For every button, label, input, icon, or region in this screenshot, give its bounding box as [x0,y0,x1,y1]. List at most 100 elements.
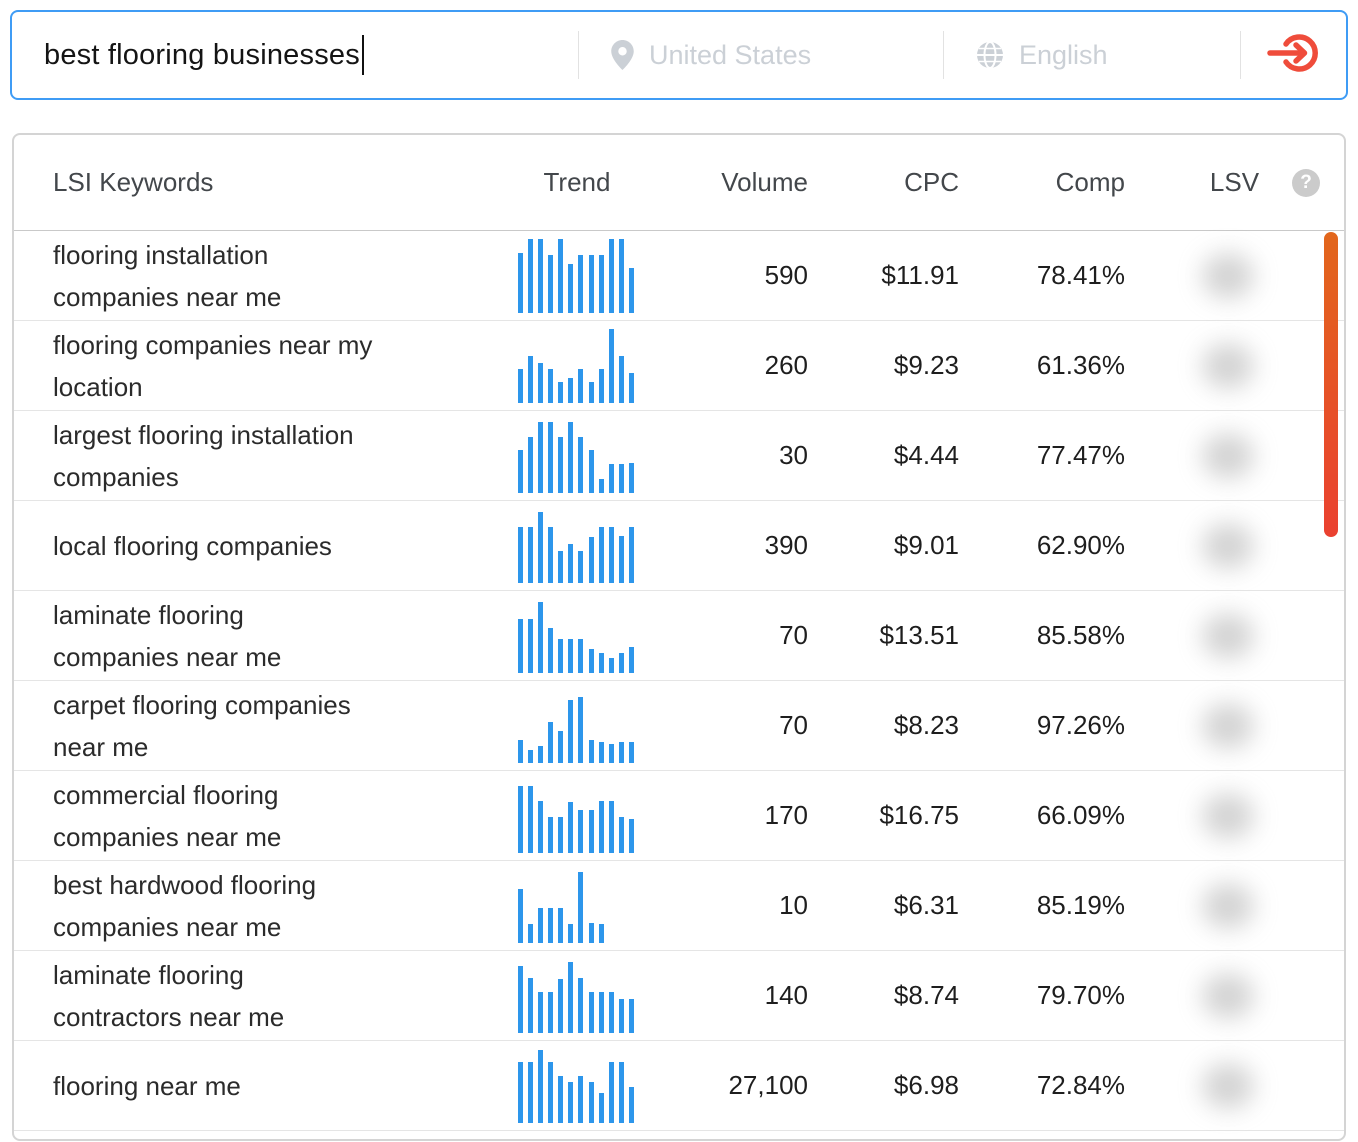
trend-bar [608,464,614,493]
table-row[interactable]: laminate flooring contractors near me 14… [14,951,1344,1041]
trend-sparkline [518,238,634,313]
volume-value: 390 [764,530,808,560]
trend-bar [608,991,614,1033]
trend-bar [528,437,534,493]
lsv-blurred-value [1201,522,1254,569]
keyword-label: carpet flooring companies near me [53,689,351,762]
column-header-keywords: LSI Keywords [53,167,214,197]
volume-value: 30 [779,440,808,470]
trend-sparkline [518,869,634,943]
trend-bar [568,264,574,313]
trend-bar [568,378,574,403]
trend-bar [578,551,584,583]
language-selector[interactable]: English [944,12,1240,98]
trend-bar [578,254,584,313]
cpc-value: $9.01 [893,530,959,560]
trend-bar [588,450,594,493]
trend-bar [518,785,523,853]
trend-bar [618,1061,624,1123]
comp-value: 72.84% [1036,1070,1125,1100]
volume-value: 590 [764,260,808,290]
volume-value: 70 [779,620,808,650]
question-mark-icon[interactable]: ? [1292,168,1320,197]
table-header-row: LSI Keywords Trend Volume CPC Comp LSV ? [14,135,1344,231]
search-input[interactable]: best flooring businesses [12,12,578,98]
trend-bar [598,652,604,673]
trend-bar [608,527,614,583]
trend-bar [548,816,554,853]
keyword-label: local flooring companies [53,530,332,561]
search-query-text: best flooring businesses [44,38,360,71]
trend-bar [578,369,584,403]
cpc-value: $4.44 [893,440,959,470]
comp-value: 85.58% [1036,620,1125,650]
trend-bar [558,731,564,763]
trend-bar [618,535,624,583]
trend-bar [618,238,624,313]
divider [578,31,579,79]
location-selector[interactable]: United States [579,12,943,98]
table-row[interactable]: flooring companies near my location 260 … [14,321,1344,411]
search-submit-button[interactable] [1241,12,1346,98]
trend-bar [628,646,634,673]
scrollbar-thumb[interactable] [1324,232,1338,537]
trend-bar [518,1061,523,1123]
column-header-comp: Comp [1055,167,1125,197]
globe-icon [976,41,1004,69]
comp-value: 66.09% [1036,800,1125,830]
trend-bar [528,785,534,853]
cpc-value: $11.91 [881,260,959,290]
comp-value: 85.19% [1036,890,1125,920]
lsv-blurred-value [1201,1062,1254,1109]
trend-bar [598,479,604,493]
trend-sparkline [518,328,634,403]
table-row[interactable]: largest flooring installation companies … [14,411,1344,501]
trend-bar [558,238,564,313]
location-pin-icon [611,40,634,70]
divider [1240,31,1241,79]
trend-bar [518,527,523,583]
table-row[interactable]: best hardwood flooring companies near me… [14,861,1344,951]
table-row[interactable]: flooring near me 27,100 $6.98 72.84% [14,1041,1344,1131]
trend-bar [618,464,624,493]
trend-bar [558,381,564,403]
trend-sparkline [518,779,634,853]
language-placeholder: English [1019,39,1108,70]
lsv-blurred-value [1201,702,1254,749]
table-row[interactable]: laminate flooring companies near me 70 $… [14,591,1344,681]
table-row[interactable]: carpet flooring companies near me 70 $8.… [14,681,1344,771]
lsi-keywords-table: LSI Keywords Trend Volume CPC Comp LSV ?… [12,133,1346,1141]
comp-value: 78.41% [1036,260,1125,290]
trend-bar [578,639,584,673]
trend-bar [578,1075,584,1123]
keyword-search-bar: best flooring businesses United States E… [10,10,1348,100]
trend-bar [528,749,534,763]
lsv-blurred-value [1201,792,1254,839]
trend-bar [548,1061,554,1123]
trend-bar [618,355,624,403]
trend-bar [598,369,604,403]
trend-bar [558,816,564,853]
trend-bar [528,619,534,673]
table-row[interactable]: flooring installation companies near me … [14,231,1344,321]
trend-bar [608,657,614,673]
trend-bar [568,699,574,763]
trend-bar [518,619,523,673]
trend-bar [588,381,594,403]
trend-bar [608,800,614,853]
trend-bar [518,449,523,493]
keyword-label: flooring installation companies near me [53,239,282,312]
volume-value: 10 [779,890,808,920]
table-row[interactable]: local flooring companies 390 $9.01 62.90… [14,501,1344,591]
table-row[interactable]: commercial flooring companies near me 17… [14,771,1344,861]
trend-bar [548,721,554,763]
trend-bar [578,437,584,493]
trend-bar [588,254,594,313]
keyword-label: flooring near me [53,1070,241,1101]
trend-bar [548,991,554,1033]
keyword-label: best hardwood flooring companies near me [53,869,317,942]
cpc-value: $16.75 [879,800,959,830]
trend-bar [628,819,634,853]
trend-sparkline [518,419,634,493]
trend-bar [608,238,614,313]
